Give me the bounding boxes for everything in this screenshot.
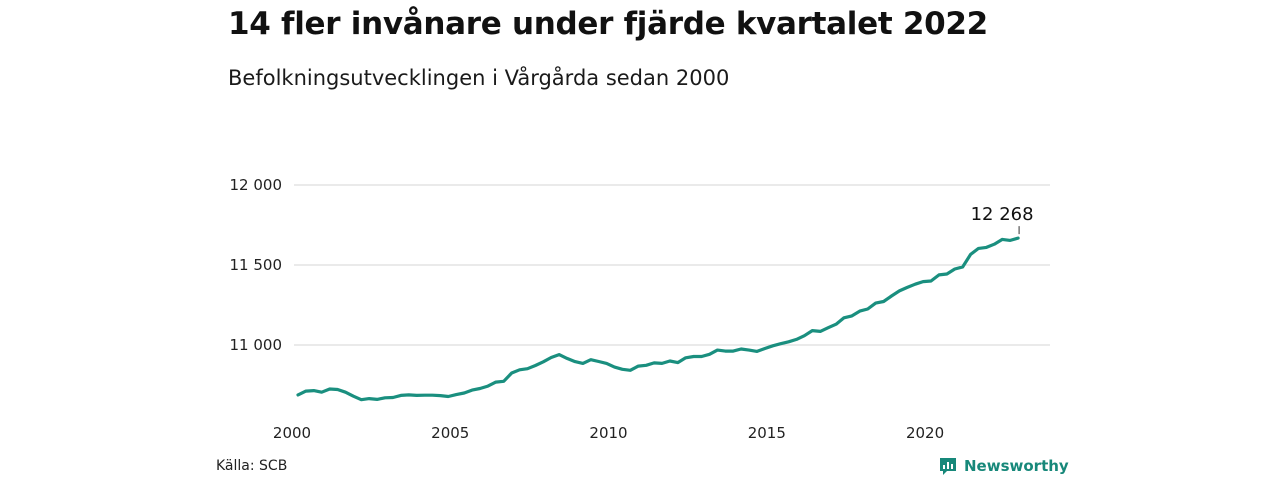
brand-logo: Newsworthy [938,456,1069,476]
chart-subtitle: Befolkningsutvecklingen i Vårgårda sedan… [228,66,730,90]
x-tick-label: 2005 [431,424,469,442]
newsworthy-logo-icon [940,458,956,475]
x-tick-label: 2015 [748,424,786,442]
x-axis-ticks: 2000 2005 2010 2015 2020 [273,424,944,442]
x-tick-label: 2000 [273,424,311,442]
gridlines [294,184,1050,346]
brand-label: Newsworthy [964,457,1069,475]
end-label-layer: 12 268 [971,204,1034,235]
y-axis-ticks: 11 000 11 500 12 000 [230,176,283,354]
chart-title: 14 fler invånare under fjärde kvartalet … [228,6,988,42]
y-tick-label: 11 500 [230,256,283,274]
y-tick-label: 11 000 [230,336,283,354]
series-layer [296,236,1020,402]
source-note: Källa: SCB [216,458,288,474]
end-value-label: 12 268 [971,204,1034,225]
y-tick-label: 12 000 [230,176,283,194]
population-line [296,236,1020,402]
x-tick-label: 2020 [906,424,944,442]
x-tick-label: 2010 [589,424,627,442]
